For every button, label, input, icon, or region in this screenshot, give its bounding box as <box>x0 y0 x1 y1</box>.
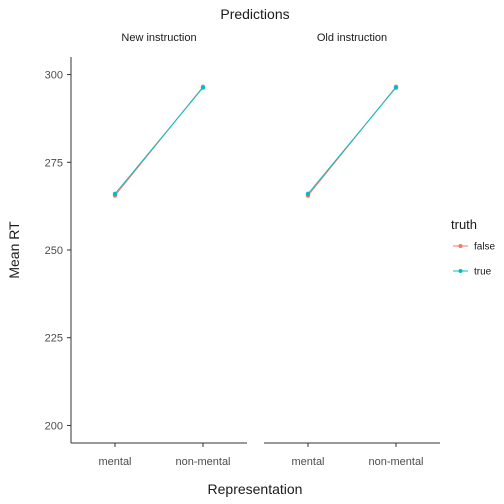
data-point-true <box>394 85 398 89</box>
y-tick-label: 250 <box>45 245 63 257</box>
x-axis-title: Representation <box>208 481 303 497</box>
x-tick-label: non-mental <box>175 456 230 468</box>
y-tick-label: 200 <box>45 420 63 432</box>
x-tick-label: mental <box>291 456 324 468</box>
panel-strip-label: Old instruction <box>317 32 387 44</box>
series-line-true <box>115 88 203 194</box>
x-tick-label: non-mental <box>368 456 423 468</box>
legend-key-point <box>459 244 463 248</box>
plot-layer: 200 225 250 275 300 New instruction mental non-… <box>45 32 440 468</box>
legend-title: truth <box>451 217 477 232</box>
legend-key-point <box>459 269 463 273</box>
panel-2: Old instruction mental non-mental <box>264 32 440 468</box>
legend-label-false: false <box>474 242 496 253</box>
legend: truth false true <box>451 217 496 278</box>
y-tick-label: 225 <box>45 333 63 345</box>
data-point-true <box>113 192 117 196</box>
y-axis-title: Mean RT <box>6 221 22 279</box>
panel-1: New instruction mental non-mental <box>71 32 247 468</box>
x-tick-label: mental <box>98 456 131 468</box>
data-point-true <box>201 85 205 89</box>
series-line-true <box>308 88 396 194</box>
y-tick-label: 300 <box>45 70 63 82</box>
chart-title: Predictions <box>220 6 289 22</box>
legend-label-true: true <box>474 267 492 278</box>
panel-strip-label: New instruction <box>121 32 196 44</box>
data-point-true <box>306 192 310 196</box>
y-tick-label: 275 <box>45 157 63 169</box>
